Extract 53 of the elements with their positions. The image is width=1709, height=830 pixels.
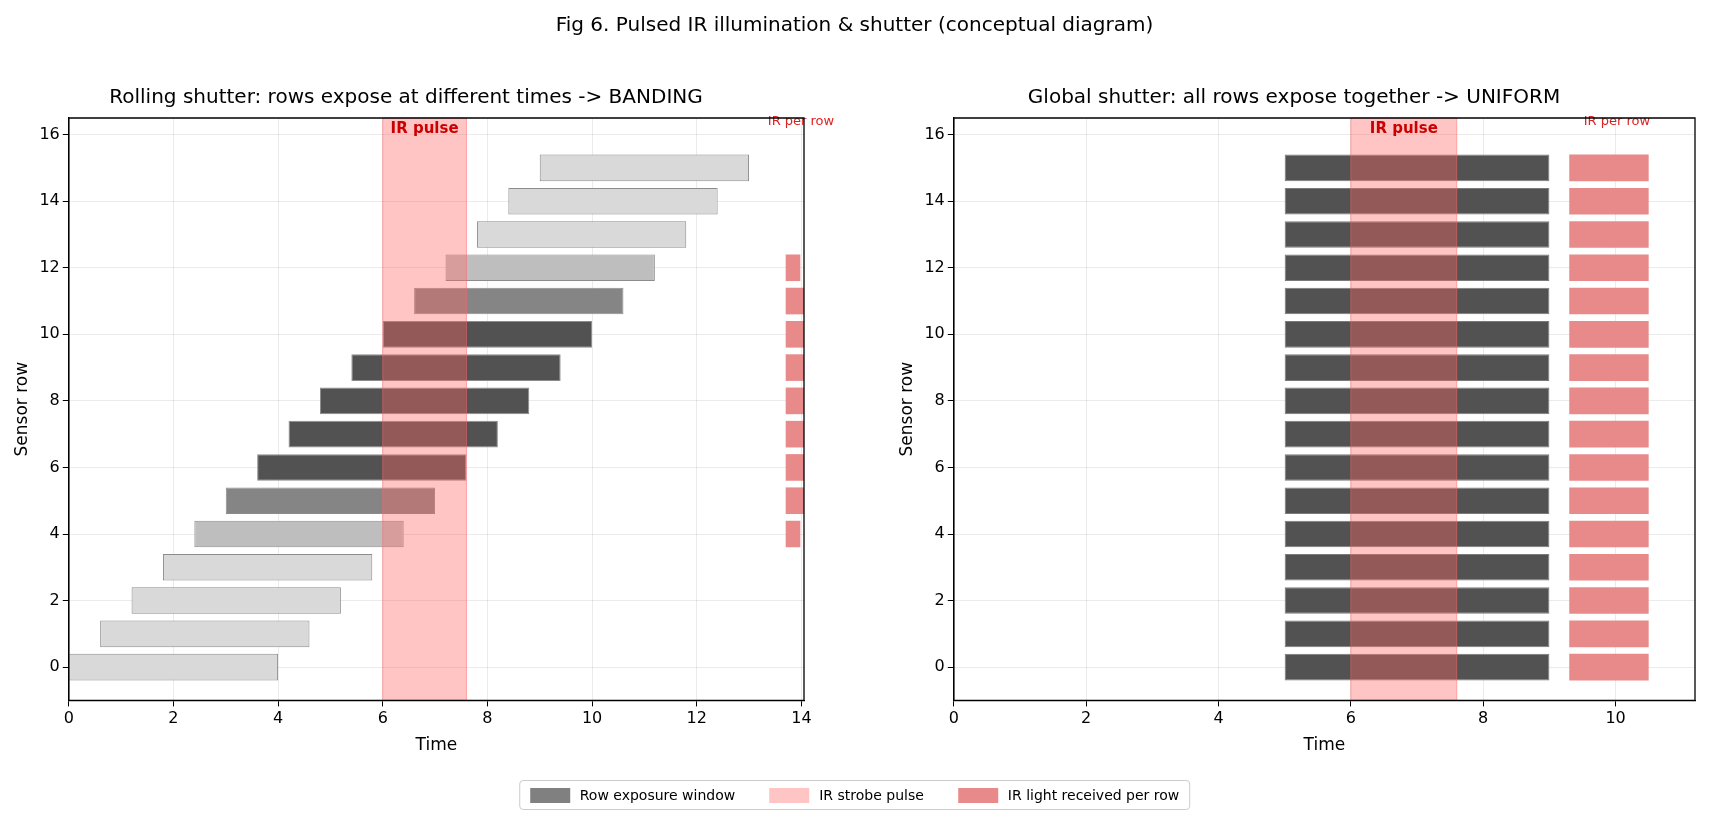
x-tick-label: 2 bbox=[168, 708, 179, 728]
y-tick-label: 12 bbox=[924, 256, 945, 276]
bar bbox=[785, 321, 804, 348]
y-tick-label: 16 bbox=[39, 123, 60, 143]
x-axis-title: Time bbox=[1302, 734, 1346, 755]
y-tick-label: 2 bbox=[49, 589, 60, 609]
y-tick-label: 2 bbox=[934, 589, 945, 609]
band-label: IR pulse bbox=[1369, 119, 1438, 138]
x-tick-label: 8 bbox=[482, 708, 493, 728]
bar bbox=[785, 354, 804, 381]
y-tick-label: 8 bbox=[49, 390, 60, 410]
y-tick-label: 0 bbox=[49, 656, 60, 676]
bar bbox=[785, 520, 801, 548]
x-tick-label: 6 bbox=[377, 708, 388, 728]
x-tick-label: 8 bbox=[1478, 708, 1489, 728]
chart-title: Global shutter: all rows expose together -> UNIFORM bbox=[1027, 84, 1561, 109]
bar bbox=[785, 387, 804, 415]
x-tick-label: 14 bbox=[791, 708, 812, 728]
y-tick-label: 0 bbox=[934, 656, 945, 676]
y-tick-label: 16 bbox=[924, 123, 945, 143]
bar bbox=[785, 454, 804, 481]
y-tick-label: 8 bbox=[934, 390, 945, 410]
y-tick-label: 6 bbox=[934, 456, 945, 476]
x-axis-title: Time bbox=[414, 734, 458, 755]
text: Fig 6. Pulsed IR illumination & shutter (conceptual diagram) bbox=[554, 12, 1155, 36]
chart-title: Rolling shutter: rows expose at different times -> BANDING bbox=[109, 84, 703, 109]
bar bbox=[785, 420, 804, 448]
x-tick-label: 4 bbox=[1213, 708, 1224, 728]
bar bbox=[785, 487, 804, 515]
x-tick-label: 4 bbox=[272, 708, 284, 728]
y-tick-label: 12 bbox=[39, 256, 60, 276]
text: IR strobe pulse bbox=[819, 787, 924, 803]
y-tick-label: 14 bbox=[924, 190, 945, 210]
x-tick-label: 2 bbox=[1081, 708, 1092, 728]
y-axis-title: Sensor row bbox=[10, 361, 31, 457]
legend-label: Row exposure window bbox=[579, 787, 736, 803]
band-label: IR pulse bbox=[390, 119, 459, 138]
y-tick-label: 4 bbox=[49, 523, 60, 543]
y-tick-label: 14 bbox=[39, 190, 60, 210]
y-tick-label: 4 bbox=[934, 523, 945, 543]
x-tick-label: 10 bbox=[1605, 708, 1626, 728]
x-tick-label: 6 bbox=[1345, 708, 1356, 728]
bar bbox=[785, 287, 804, 315]
y-tick-label: 6 bbox=[49, 456, 60, 476]
y-axis-title: Sensor row bbox=[895, 361, 916, 457]
x-tick-label: 12 bbox=[686, 708, 707, 728]
x-tick-label: 0 bbox=[948, 708, 959, 728]
bar bbox=[785, 254, 801, 282]
legend-label: IR light received per row bbox=[1007, 787, 1180, 803]
y-tick-label: 10 bbox=[39, 323, 60, 343]
x-tick-label: 10 bbox=[581, 708, 603, 728]
x-tick-label: 0 bbox=[63, 708, 74, 728]
y-tick-label: 10 bbox=[924, 323, 945, 343]
